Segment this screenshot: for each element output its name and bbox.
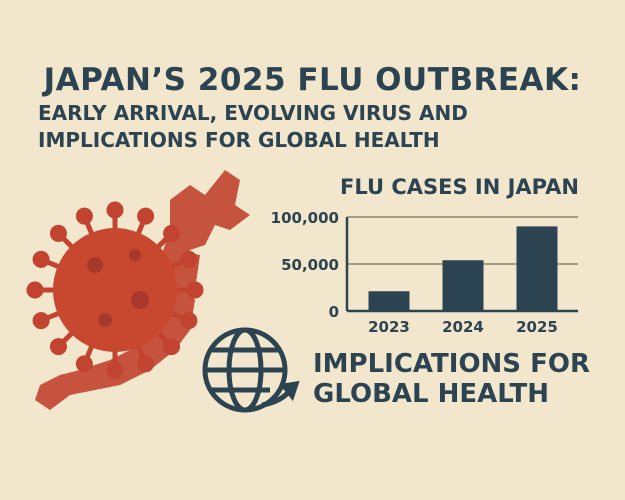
virus-spike-tip — [137, 207, 155, 225]
subtitle-line-2: IMPLICATIONS FOR GLOBAL HEALTH — [38, 128, 440, 152]
virus-illustration — [26, 201, 204, 379]
virus-spike-tip — [180, 312, 198, 330]
virus-spike-tip — [32, 250, 50, 268]
virus-spike-tip — [137, 355, 155, 373]
virus-spike-tip — [163, 224, 181, 242]
x-tick-label: 2025 — [516, 318, 558, 336]
bar-2023 — [368, 291, 410, 311]
callout-line-1: IMPLICATIONS FOR — [313, 349, 590, 379]
virus-spike-tip — [186, 281, 204, 299]
x-tick-label: 2023 — [368, 318, 410, 336]
virus-spike-tip — [49, 338, 67, 356]
virus-spike-tip — [180, 250, 198, 268]
chart-title: FLU CASES IN JAPAN — [340, 175, 579, 199]
virus-spike-tip — [49, 224, 67, 242]
y-tick-label: 0 — [329, 303, 339, 321]
bar-chart: 0 50,000 100,000 2023 2024 2025 — [271, 209, 578, 336]
x-tick-label: 2024 — [442, 318, 484, 336]
callout-line-2: GLOBAL HEALTH — [313, 379, 550, 409]
virus-spike-tip — [106, 201, 124, 219]
bar-2025 — [516, 226, 558, 311]
globe-arrow-icon — [202, 327, 300, 413]
main-title: JAPAN’S 2025 FLU OUTBREAK: — [43, 62, 582, 98]
virus-spike-tip — [163, 338, 181, 356]
virus-spike-tip — [106, 361, 124, 379]
virus-spike-tip — [75, 355, 93, 373]
y-tick-label: 100,000 — [271, 209, 339, 227]
y-tick-label: 50,000 — [281, 256, 339, 274]
bar-2024 — [442, 260, 484, 311]
virus-spike-tip — [26, 281, 44, 299]
virus-spike-tip — [32, 312, 50, 330]
subtitle-line-1: EARLY ARRIVAL, EVOLVING VIRUS AND — [38, 101, 468, 125]
virus-spike-tip — [75, 207, 93, 225]
